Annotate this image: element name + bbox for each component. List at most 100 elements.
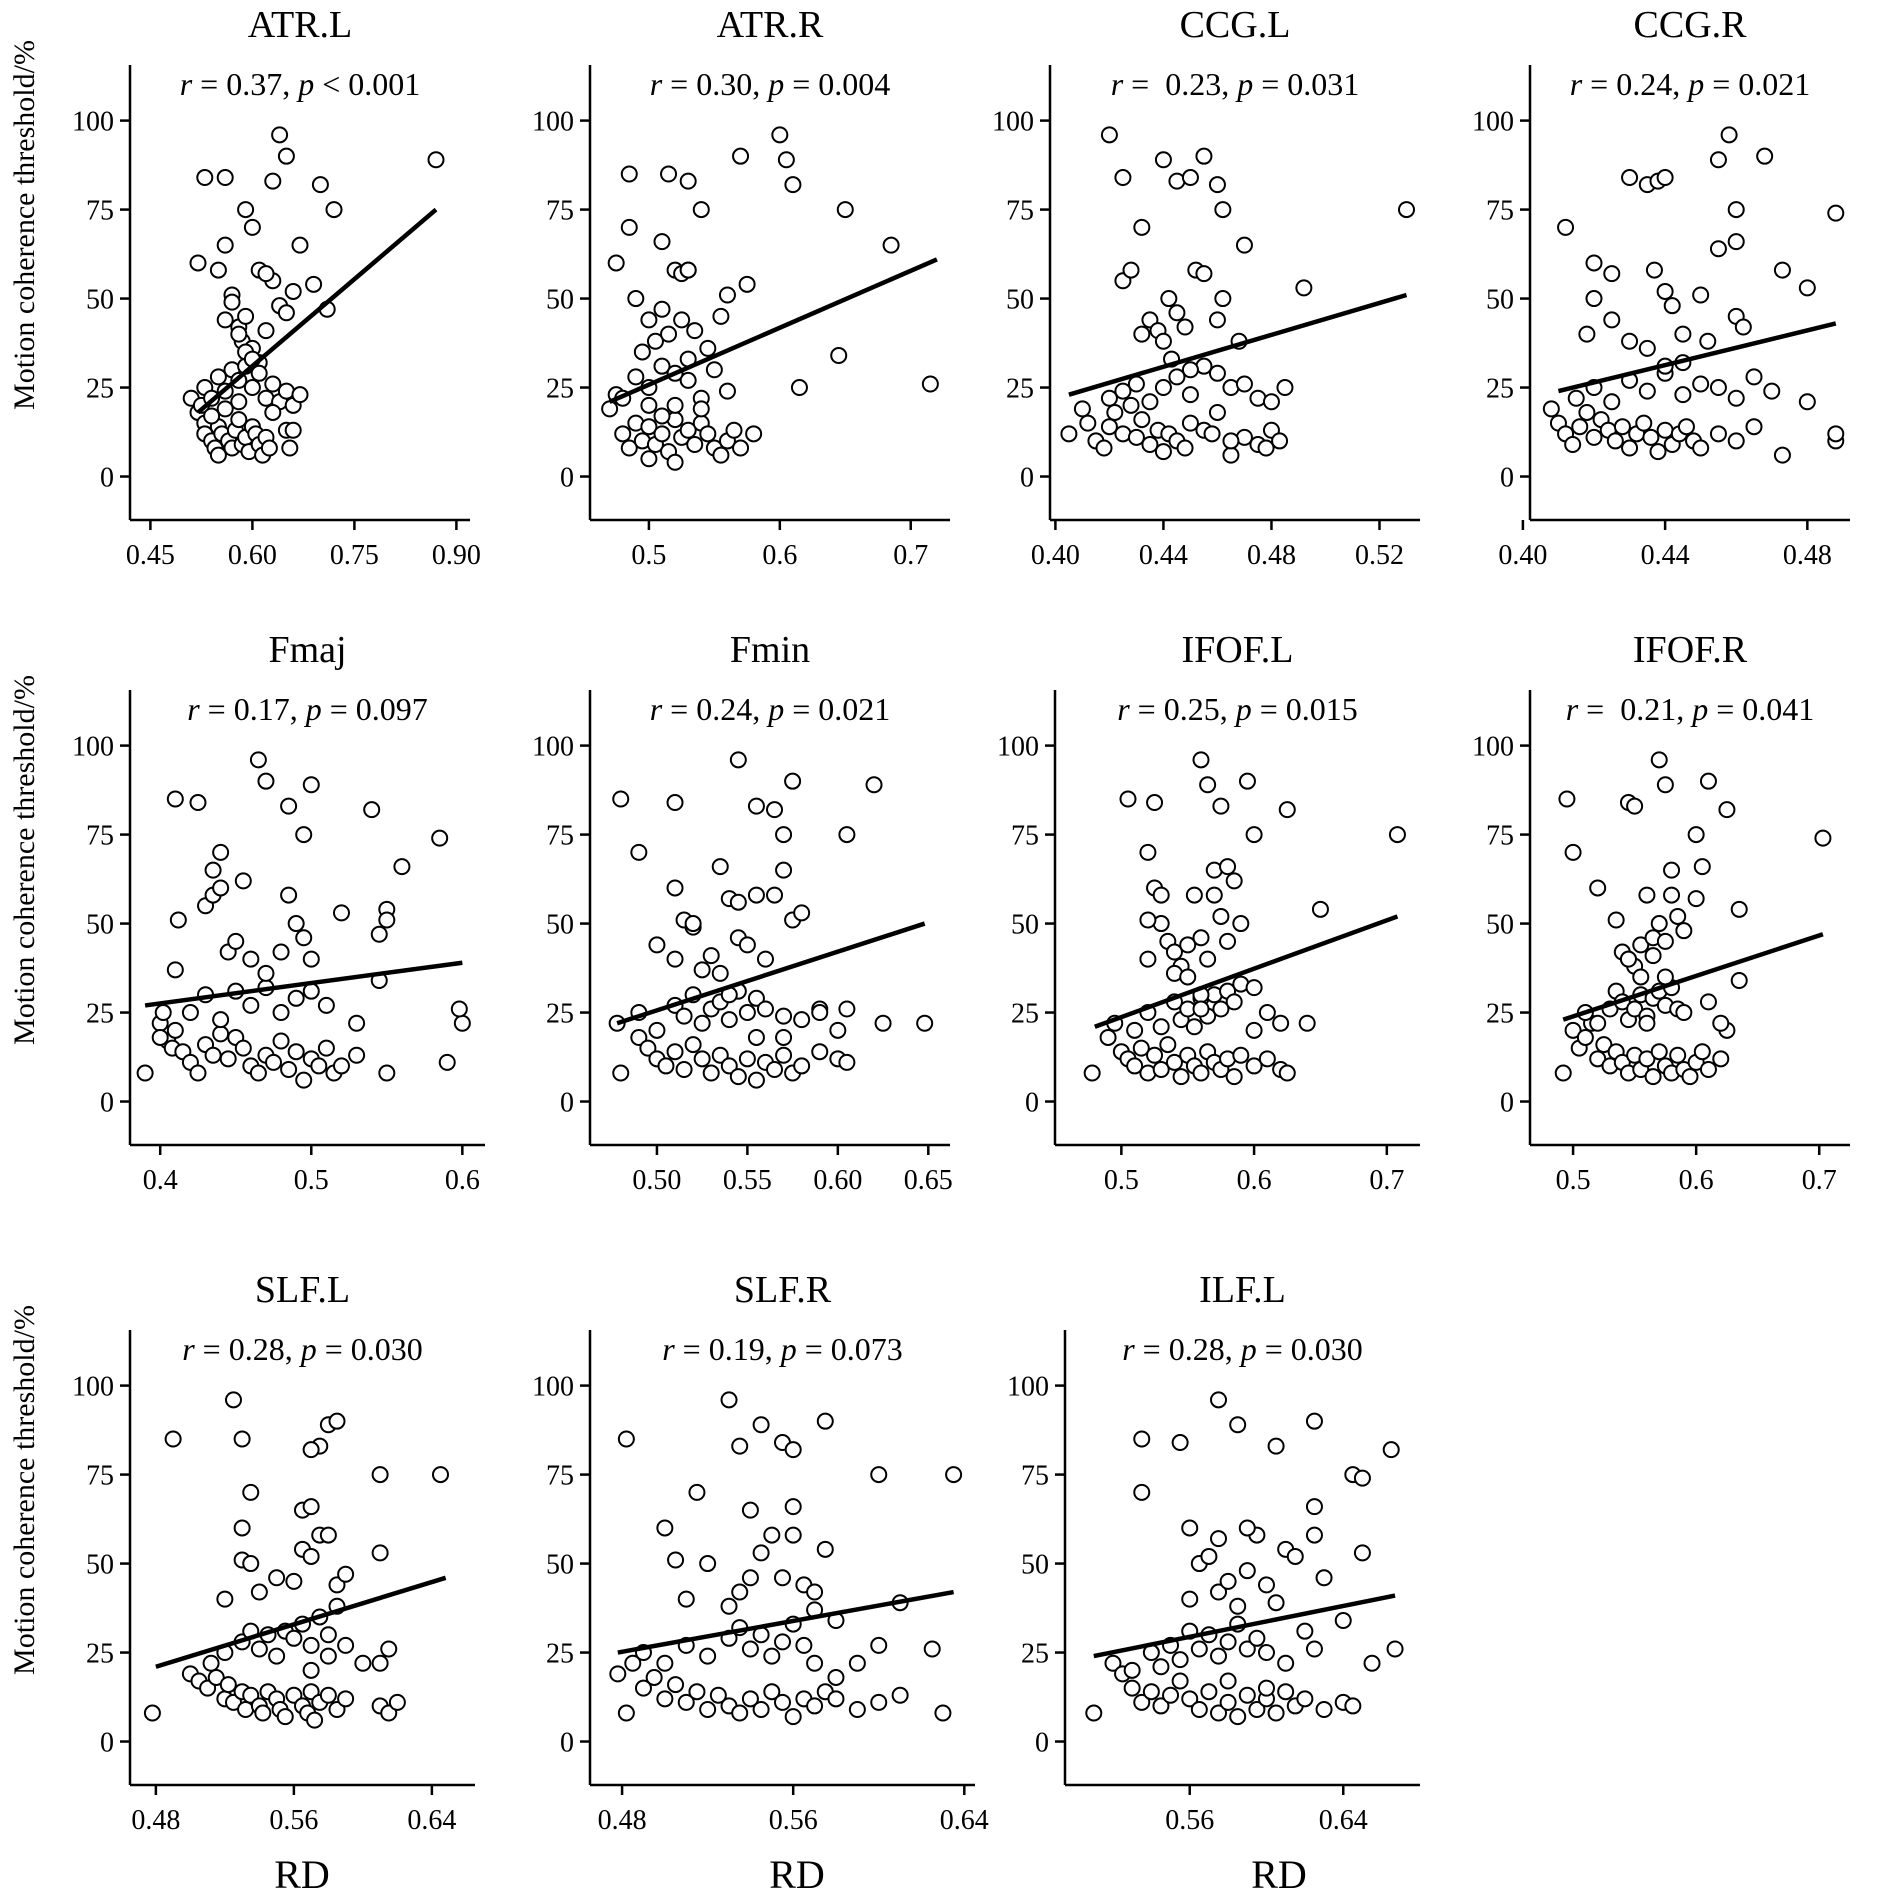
fmaj-data-point [242, 950, 260, 968]
ccg-r-data-point [1699, 332, 1717, 350]
ccg-l-data-point [1262, 393, 1280, 411]
atr-l-data-point [264, 375, 282, 393]
fmaj-data-point [295, 826, 313, 844]
atr-l-data-point [250, 364, 268, 382]
slf-l-data-point [302, 1661, 320, 1679]
fmin-title: Fmin [730, 629, 810, 671]
atr-r-data-point [784, 176, 802, 194]
fmin-x-tick-label: 0.60 [813, 1165, 862, 1196]
atr-r-data-point [627, 290, 645, 308]
fmaj-data-point [189, 1064, 207, 1082]
ilf-l-data-point [1344, 1697, 1362, 1715]
ilf-l-data-point [1190, 1700, 1208, 1718]
atr-l-data-point [264, 403, 282, 421]
ilf-l-data-point [1219, 1693, 1237, 1711]
ccg-l-y-tick-label: 0 [1020, 463, 1034, 494]
fmin-data-point [630, 1028, 648, 1046]
ccg-l-data-point [1235, 236, 1253, 254]
ccg-r-data-point [1727, 233, 1745, 251]
ccg-l-data-point [1141, 435, 1159, 453]
fmin-y-tick-label: 50 [546, 910, 574, 941]
fmaj-data-point [181, 1004, 199, 1022]
slf-r-data-point [806, 1697, 824, 1715]
ccg-l-data-point [1257, 439, 1275, 457]
ilf-l-data-point [1305, 1498, 1323, 1516]
slf-r-data-point [752, 1416, 770, 1434]
fmin-data-point [675, 1007, 693, 1025]
ilf-l-data-point [1133, 1483, 1151, 1501]
ifof-r-data-point [1558, 790, 1576, 808]
atr-l-data-point [311, 176, 329, 194]
slf-r-data-point [731, 1437, 749, 1455]
ccg-l-y-tick-label: 100 [992, 107, 1034, 138]
ccg-l-data-point [1114, 169, 1132, 187]
atr-r-y-tick-label: 100 [532, 107, 574, 138]
ccg-r-data-point [1642, 428, 1660, 446]
fmin-data-point [766, 1060, 784, 1078]
ifof-r-stat-annotation: r = 0.21, p = 0.041 [1566, 691, 1815, 727]
ccg-l-data-point [1208, 176, 1226, 194]
slf-r-data-point [806, 1583, 824, 1601]
y-axis-label-row-1: Motion coherence threshold/% [8, 40, 41, 410]
atr-r-x-tick-label: 0.6 [762, 540, 797, 571]
slf-r-data-point [827, 1668, 845, 1686]
ilf-l-data-point [1200, 1683, 1218, 1701]
fmaj-data-point [450, 1000, 468, 1018]
fmaj-data-point [280, 797, 298, 815]
ifof-l-data-point [1272, 1014, 1290, 1032]
ifof-r-x-tick-label: 0.5 [1556, 1165, 1591, 1196]
slf-r-data-point [677, 1590, 695, 1608]
ccg-r-data-point [1571, 418, 1589, 436]
ifof-l-data-point [1192, 1000, 1210, 1018]
ccg-l-data-point [1208, 364, 1226, 382]
ccg-r-data-point [1621, 332, 1639, 350]
slf-r-data-point [688, 1483, 706, 1501]
fmaj-data-point [393, 858, 411, 876]
slf-r-data-point [848, 1700, 866, 1718]
fmaj-data-point [212, 1011, 230, 1029]
atr-l-data-point [291, 236, 309, 254]
ccg-l-data-point [1203, 425, 1221, 443]
fmin-data-point [666, 1043, 684, 1061]
ilf-l-data-point [1190, 1640, 1208, 1658]
atr-r-data-point [633, 343, 651, 361]
y-axis-label-row-2: Motion coherence threshold/% [8, 675, 41, 1045]
ifof-l-data-point [1311, 900, 1329, 918]
slf-r-y-tick-label: 0 [560, 1728, 574, 1759]
ilf-l-data-point [1238, 1640, 1256, 1658]
atr-r-data-point [836, 201, 854, 219]
ifof-r-data-point [1619, 950, 1637, 968]
ccg-l-data-point [1133, 325, 1151, 343]
fmin-x-tick-label: 0.50 [632, 1165, 681, 1196]
slf-r-data-point [774, 1693, 791, 1711]
atr-r-data-point [660, 165, 678, 183]
ilf-l-data-point [1210, 1583, 1228, 1601]
atr-r-data-point [725, 421, 743, 439]
ilf-l-data-point [1363, 1654, 1381, 1672]
fmin-data-point [608, 1014, 626, 1032]
ccg-l-data-point [1214, 290, 1232, 308]
slf-l-data-point [302, 1441, 320, 1459]
ccg-r-data-point [1663, 297, 1681, 315]
ccg-r-y-tick-label: 0 [1500, 463, 1514, 494]
atr-r-data-point [686, 435, 704, 453]
ccg-l-data-point [1195, 147, 1213, 165]
fmaj-fit-line [144, 960, 463, 1008]
ilf-l-data-point [1123, 1661, 1141, 1679]
ifof-l-x-tick-label: 0.5 [1104, 1165, 1139, 1196]
atr-l-data-point [257, 389, 275, 407]
atr-r-data-point [614, 425, 632, 443]
slf-r-data-point [617, 1430, 635, 1448]
ifof-l-x-tick-label: 0.7 [1369, 1165, 1404, 1196]
fmaj-data-point [249, 1064, 267, 1082]
ccg-l-x-tick-label: 0.52 [1355, 540, 1404, 571]
ifof-l-data-point [1099, 1028, 1117, 1046]
slf-l-data-point [388, 1693, 406, 1711]
ifof-r-y-tick-label: 0 [1500, 1088, 1514, 1119]
ilf-l-data-point [1219, 1572, 1237, 1590]
ifof-l-y-tick-label: 0 [1025, 1088, 1039, 1119]
atr-l-data-point [281, 439, 299, 457]
slf-l-fit-line [155, 1575, 447, 1669]
slf-l-data-point [319, 1626, 337, 1644]
ifof-r-data-point [1632, 968, 1650, 986]
